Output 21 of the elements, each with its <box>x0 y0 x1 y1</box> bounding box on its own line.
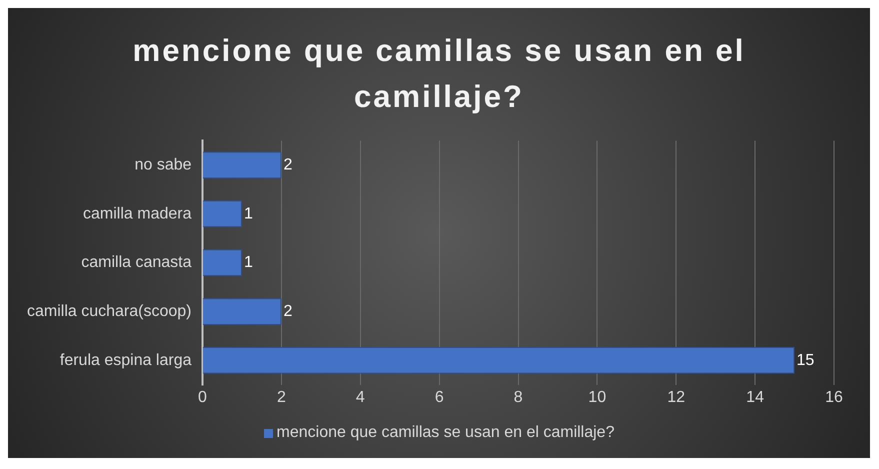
chart-title: mencione que camillas se usan en el camillaje? <box>132 32 746 116</box>
data-label: 2 <box>283 156 292 174</box>
x-tick-label: 10 <box>588 388 606 406</box>
legend-label: mencione que camillas se usan en el camillaje? <box>276 424 614 442</box>
x-tick-label: 12 <box>667 388 686 406</box>
x-tick-label: 14 <box>746 388 764 406</box>
x-tick-label: 6 <box>434 388 444 406</box>
y-tick-label: camilla madera <box>83 205 192 222</box>
x-tick-label: 16 <box>825 388 843 406</box>
x-tick-label: 0 <box>198 388 208 406</box>
data-label: 2 <box>283 302 292 320</box>
x-tick-label: 2 <box>276 388 286 406</box>
x-tick-label: 8 <box>514 388 523 406</box>
y-tick-label: camilla cuchara(scoop) <box>26 302 192 320</box>
y-tick-label: no sabe <box>134 156 192 174</box>
x-tick-label: 4 <box>356 388 365 406</box>
data-label: 1 <box>244 205 253 222</box>
y-tick-label: ferula espina larga <box>60 352 192 369</box>
y-tick-label: camilla canasta <box>81 254 192 272</box>
data-label: 1 <box>244 254 253 272</box>
data-label: 15 <box>796 352 814 369</box>
